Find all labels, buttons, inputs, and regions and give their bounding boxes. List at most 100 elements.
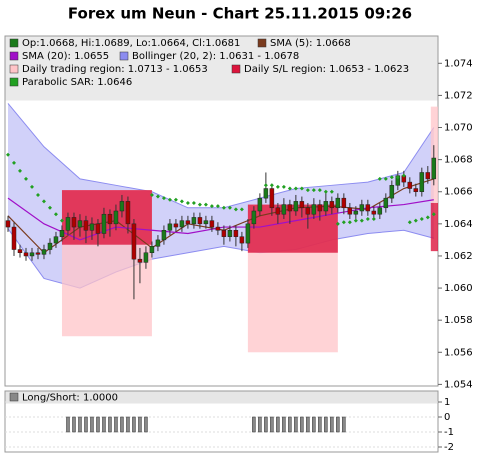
long-short-bar: [108, 416, 112, 433]
sar-dot: [299, 186, 304, 191]
candle-body: [35, 252, 41, 255]
sar-dot: [197, 202, 202, 207]
sar-dot: [173, 197, 178, 202]
sar-dot: [287, 186, 292, 191]
long-short-bar: [342, 416, 346, 433]
candle-body: [431, 157, 437, 180]
chart-title: Forex um Neun - Chart 25.11.2015 09:26: [68, 5, 412, 23]
legend-label: Parabolic SAR: 1.0646: [22, 77, 132, 88]
sar-dot: [281, 184, 286, 189]
candle-body: [263, 188, 269, 199]
sar-dot: [413, 218, 418, 223]
sar-dot: [377, 176, 382, 181]
long-short-bar: [294, 416, 298, 433]
candle-body: [269, 188, 275, 209]
long-short-bar: [306, 416, 310, 433]
candle-body: [77, 220, 83, 228]
long-short-bar: [324, 416, 328, 433]
legend-swatch: [231, 64, 241, 74]
legend-swatch: [9, 51, 19, 61]
sar-dot: [263, 183, 268, 188]
candle-body: [347, 207, 353, 215]
sar-dot: [179, 199, 184, 204]
sar-dot: [53, 212, 58, 217]
legend-swatch: [9, 392, 19, 402]
candle-body: [425, 172, 431, 180]
candle-body: [41, 249, 47, 255]
candle-body: [251, 210, 257, 225]
candle-body: [29, 252, 35, 257]
y-tick-label: 1.054: [444, 379, 473, 390]
sar-dot: [305, 188, 310, 193]
y-tick-label: 1.062: [444, 251, 473, 262]
candle-body: [383, 197, 389, 209]
candle-body: [329, 201, 335, 209]
region: [430, 106, 438, 203]
y-tick-label: 1.074: [444, 58, 473, 69]
sar-dot: [155, 194, 160, 199]
candle-body: [335, 197, 341, 209]
sar-dot: [5, 152, 10, 157]
sar-dot: [353, 218, 358, 223]
region: [61, 190, 152, 245]
long-short-bar: [114, 416, 118, 433]
long-short-bar: [258, 416, 262, 433]
sar-dot: [323, 189, 328, 194]
long-short-bar: [84, 416, 88, 433]
candle-body: [167, 223, 173, 231]
candle-body: [359, 204, 365, 212]
candle-body: [293, 201, 299, 212]
sar-dot: [215, 204, 220, 209]
candle-body: [125, 201, 131, 225]
candle-body: [95, 223, 101, 234]
candle-body: [113, 210, 119, 225]
candle-body: [407, 181, 413, 189]
sar-dot: [311, 188, 316, 193]
long-short-bar: [288, 416, 292, 433]
candle-body: [245, 223, 251, 244]
y-tick-label: 1.060: [444, 283, 473, 294]
candle-body: [119, 201, 125, 212]
sar-dot: [293, 186, 298, 191]
candle-body: [419, 172, 425, 192]
candle-body: [365, 204, 371, 212]
legend-swatch: [9, 77, 19, 87]
candle-body: [185, 220, 191, 225]
long-short-bar: [138, 416, 142, 433]
sar-dot: [11, 160, 16, 165]
sar-dot: [239, 207, 244, 212]
sar-dot: [329, 189, 334, 194]
candle-body: [173, 223, 179, 228]
legend-swatch: [9, 64, 19, 74]
sar-dot: [29, 184, 34, 189]
sar-dot: [203, 202, 208, 207]
candle-body: [47, 242, 53, 250]
y-tick-label: 1.064: [444, 219, 473, 230]
candle-body: [59, 230, 65, 237]
long-short-bar: [126, 416, 130, 433]
legend-box: [5, 391, 438, 404]
candle-body: [71, 217, 77, 228]
candle-body: [239, 236, 245, 244]
candle-body: [377, 207, 383, 215]
sar-dot: [347, 220, 352, 225]
sar-dot: [389, 175, 394, 180]
y-tick-label: -1: [444, 427, 454, 438]
sar-dot: [59, 218, 64, 223]
sar-dot: [359, 218, 364, 223]
candle-body: [353, 210, 359, 215]
legend-swatch: [9, 38, 19, 48]
sar-dot: [269, 183, 274, 188]
sar-dot: [395, 175, 400, 180]
sar-dot: [407, 220, 412, 225]
candle-body: [371, 210, 377, 215]
candle-body: [65, 217, 71, 231]
candle-body: [203, 220, 209, 225]
y-tick-label: -2: [444, 442, 454, 453]
candle-body: [317, 204, 323, 212]
y-tick-label: 1.072: [444, 90, 473, 101]
sar-dot: [161, 196, 166, 201]
y-tick-label: 1.058: [444, 315, 473, 326]
long-short-bar: [318, 416, 322, 433]
